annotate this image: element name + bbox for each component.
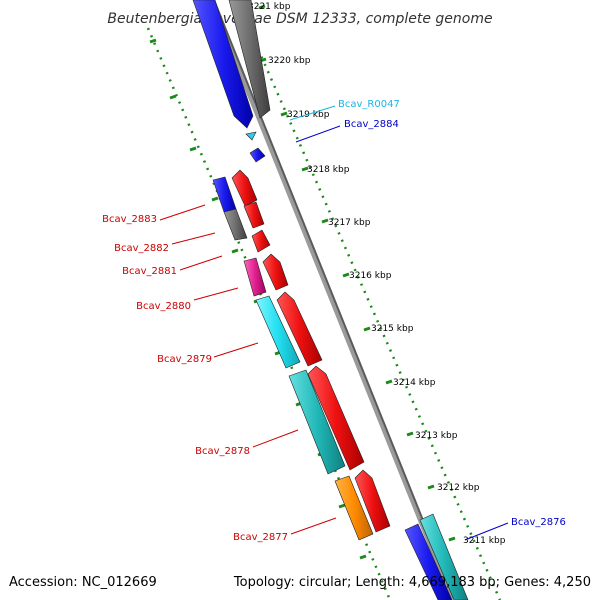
gene-blue-bottom xyxy=(404,523,453,600)
gene-red-7 xyxy=(354,469,391,533)
features-forward-strand xyxy=(228,0,469,600)
gene-labels: Bcav_R0047 Bcav_2884 Bcav_2883 Bcav_2882… xyxy=(102,99,566,543)
kbp-label: 3213 kbp xyxy=(415,431,458,441)
gene-label-bcav-r0047: Bcav_R0047 xyxy=(338,99,400,110)
outer-scale-dots xyxy=(146,27,502,600)
gene-red-2 xyxy=(243,201,265,229)
inner-scale-ticks xyxy=(149,38,367,560)
gene-teal-block xyxy=(288,369,346,475)
gene-cyan-block xyxy=(255,295,301,369)
gene-magenta-block xyxy=(243,257,267,297)
kbp-label: 3220 kbp xyxy=(268,56,311,66)
gene-rna-small xyxy=(245,131,257,141)
kbp-label: 3217 kbp xyxy=(328,218,371,228)
gene-label-bcav-2876: Bcav_2876 xyxy=(511,517,566,528)
kbp-label: 3218 kbp xyxy=(307,165,350,175)
gene-label-bcav-2879: Bcav_2879 xyxy=(157,354,212,365)
gene-gray-top xyxy=(228,0,271,119)
gene-bcav-2883-block xyxy=(212,176,237,213)
gene-red-4 xyxy=(262,253,289,291)
kbp-labels: 3221 kbp 3220 kbp 3219 kbp 3218 kbp 3217… xyxy=(248,2,506,546)
kbp-label: 3221 kbp xyxy=(248,2,291,12)
kbp-label: 3215 kbp xyxy=(371,324,414,334)
gene-label-bcav-2877: Bcav_2877 xyxy=(233,532,288,543)
gene-bcav-2884 xyxy=(249,147,266,163)
gene-red-3 xyxy=(251,229,271,253)
gene-orange-block xyxy=(334,475,374,541)
accession-text: Accession: NC_012669 xyxy=(9,575,157,590)
gene-gray-block xyxy=(223,208,248,241)
gene-label-bcav-2884: Bcav_2884 xyxy=(344,119,399,130)
genome-backbone xyxy=(209,0,456,600)
kbp-label: 3216 kbp xyxy=(349,271,392,281)
gene-red-6 xyxy=(307,365,365,471)
genome-stats-text: Topology: circular; Length: 4,669,183 bp… xyxy=(233,575,591,590)
gene-label-bcav-2878: Bcav_2878 xyxy=(195,446,250,457)
gene-red-5 xyxy=(276,291,323,367)
kbp-label: 3211 kbp xyxy=(463,536,506,546)
kbp-label: 3214 kbp xyxy=(393,378,436,388)
gene-label-bcav-2881: Bcav_2881 xyxy=(122,266,177,277)
gene-label-bcav-2883: Bcav_2883 xyxy=(102,214,157,225)
gene-cyan-bottom xyxy=(419,513,469,600)
gene-label-bcav-2882: Bcav_2882 xyxy=(114,243,169,254)
kbp-label: 3219 kbp xyxy=(287,110,330,120)
gene-blue-top xyxy=(192,0,254,129)
genome-title: Beutenbergia cavernae DSM 12333, complet… xyxy=(107,11,492,27)
gene-label-bcav-2880: Bcav_2880 xyxy=(136,301,191,312)
features-reverse-strand xyxy=(192,0,453,600)
kbp-label: 3212 kbp xyxy=(437,483,480,493)
label-connectors xyxy=(159,105,509,541)
gene-red-1 xyxy=(231,169,258,207)
